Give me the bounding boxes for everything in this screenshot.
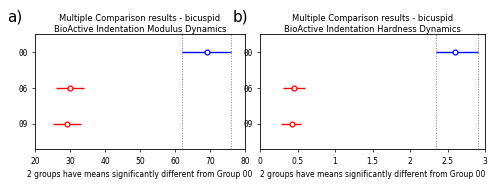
Text: b): b) [232, 10, 248, 25]
Text: a): a) [8, 10, 23, 25]
X-axis label: 2 groups have means significantly different from Group 00: 2 groups have means significantly differ… [260, 170, 485, 179]
Title: Multiple Comparison results - bicuspid
BioActive Indentation Modulus Dynamics: Multiple Comparison results - bicuspid B… [54, 14, 226, 34]
Title: Multiple Comparison results - bicuspid
BioActive Indentation Hardness Dynamics: Multiple Comparison results - bicuspid B… [284, 14, 461, 34]
X-axis label: 2 groups have means significantly different from Group 00: 2 groups have means significantly differ… [28, 170, 252, 179]
